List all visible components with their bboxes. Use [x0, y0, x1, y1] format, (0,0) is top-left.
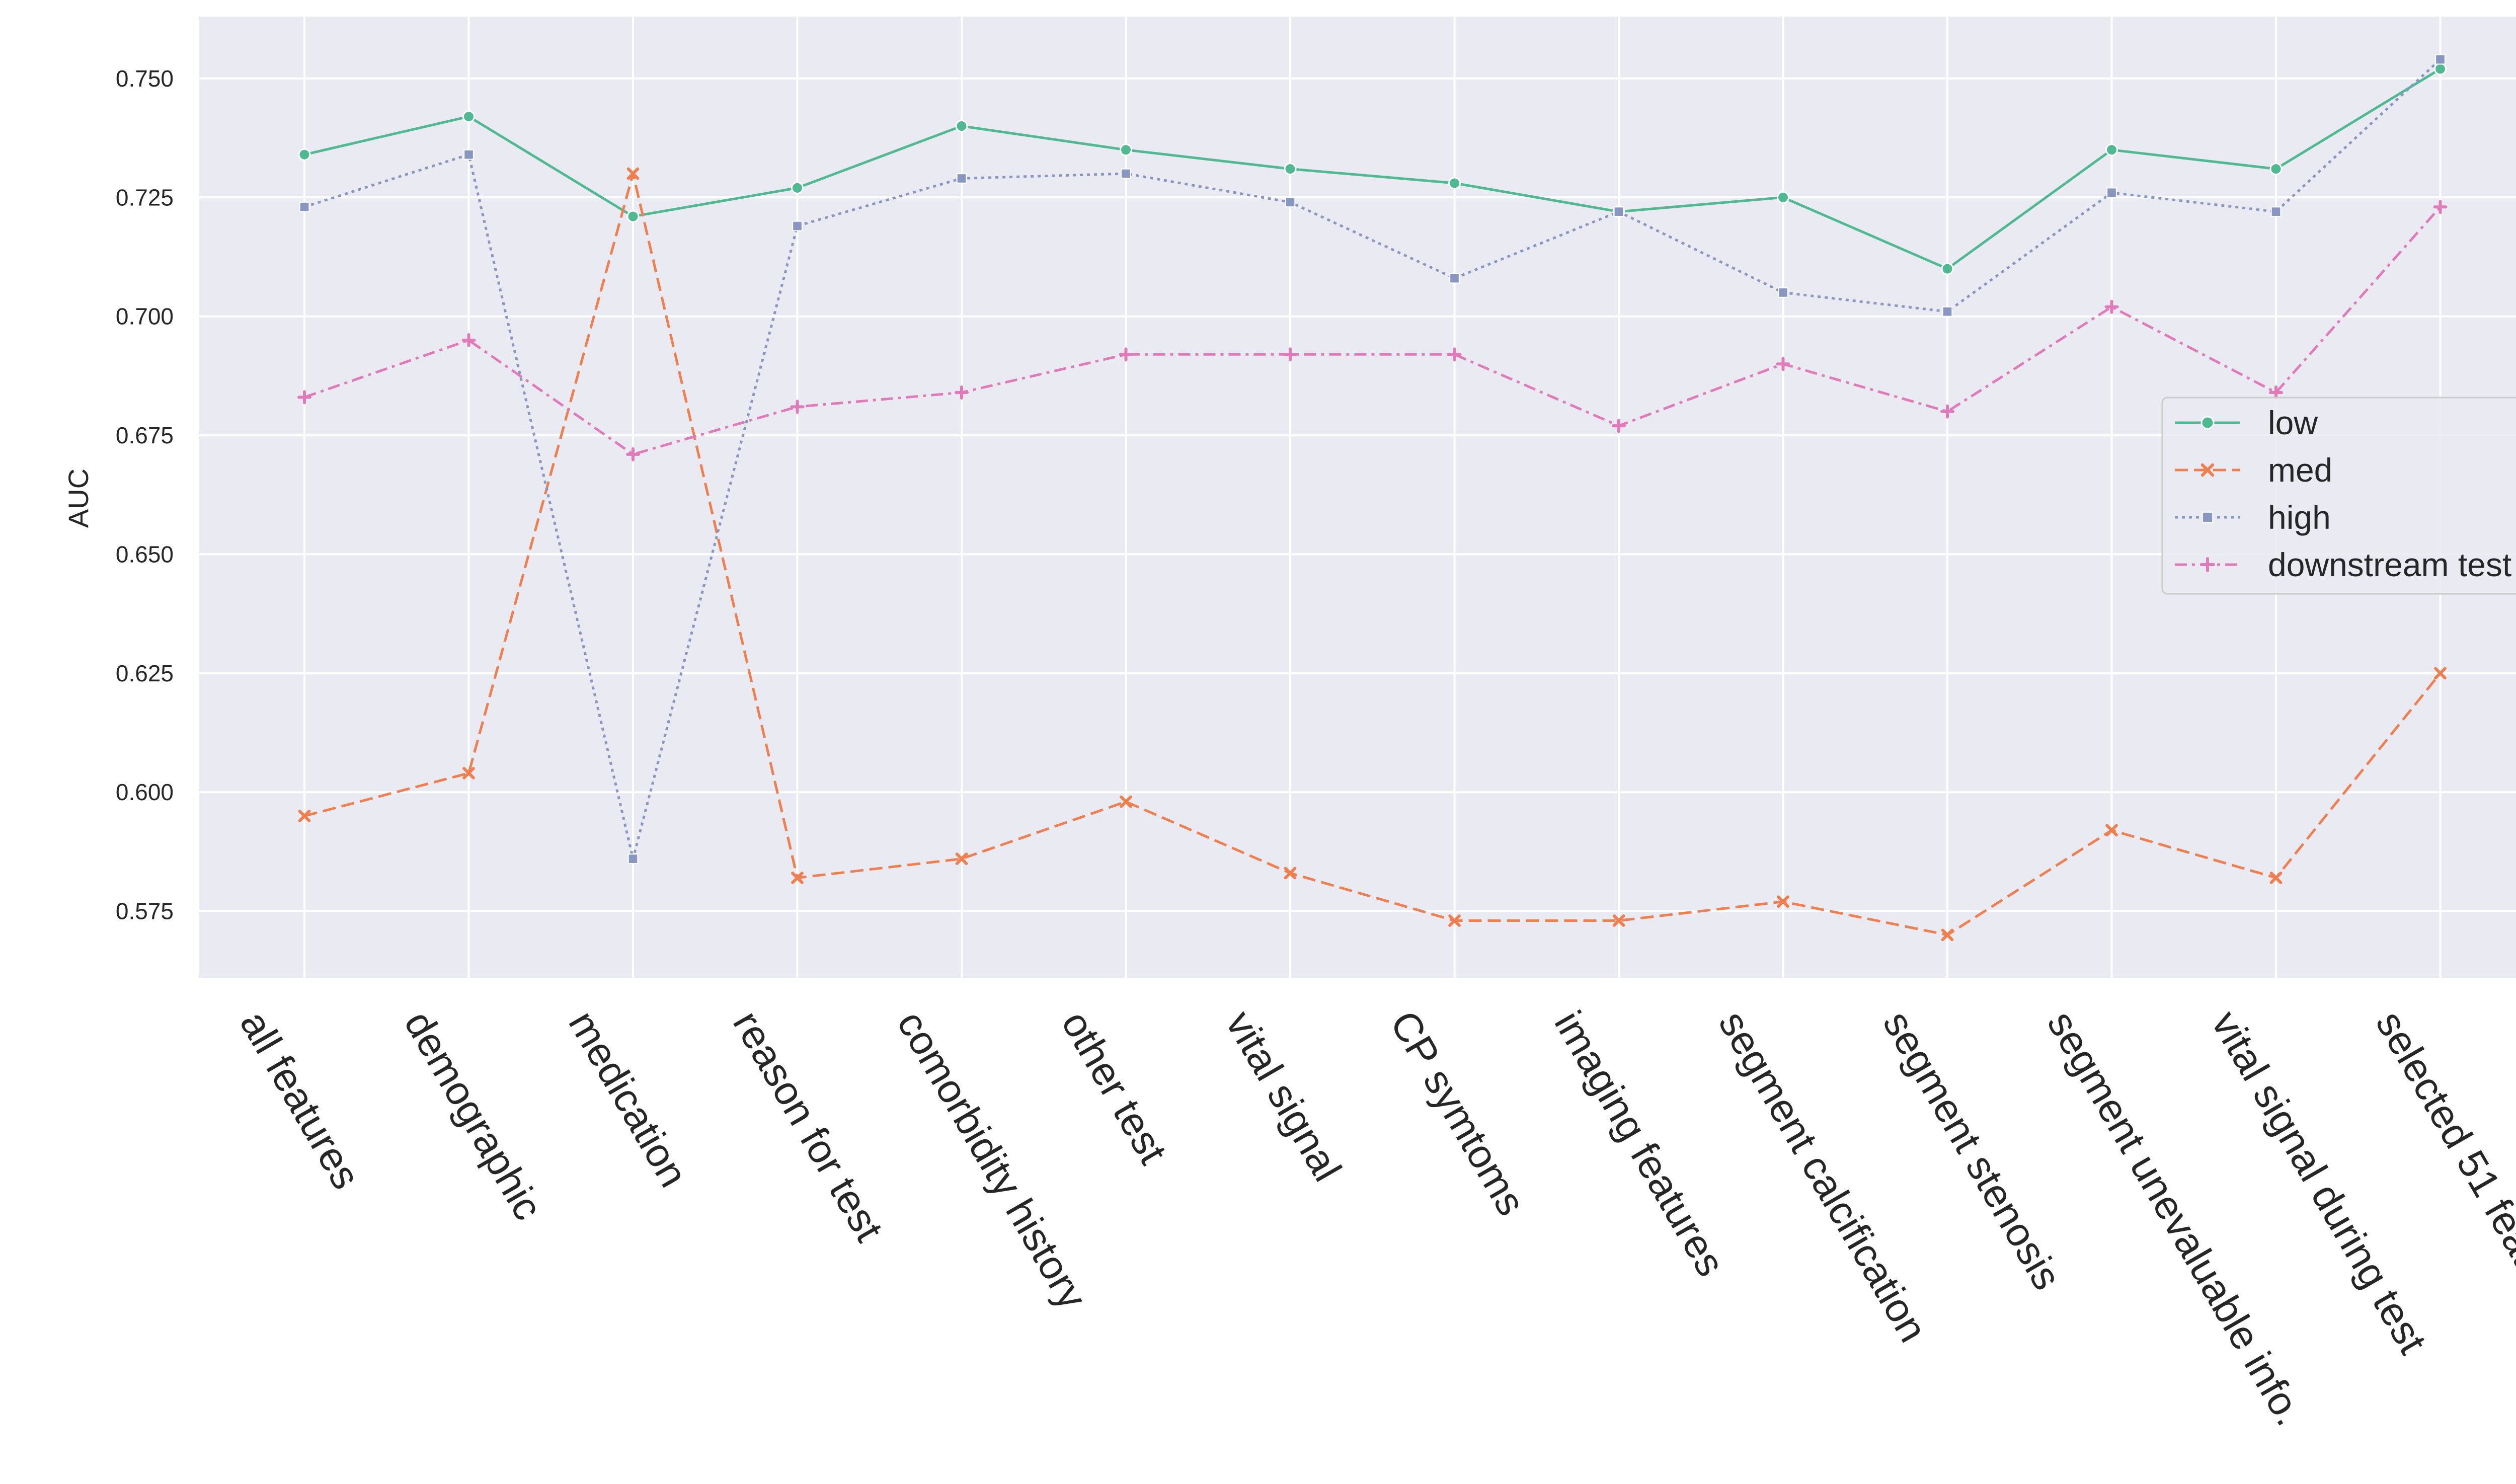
data-point-downstream-test — [1119, 347, 1133, 362]
data-point-med — [298, 810, 311, 822]
data-point-high — [1942, 306, 1953, 317]
x-tick-label: vital signal — [1217, 1003, 1350, 1189]
data-point-downstream-test — [2104, 299, 2119, 314]
data-point-med — [1284, 867, 1297, 880]
data-point-downstream-test — [626, 447, 640, 461]
data-point-low — [462, 110, 475, 123]
data-point-high — [1613, 206, 1624, 217]
legend: low med high downstream test — [2161, 397, 2516, 595]
data-point-high — [2270, 206, 2282, 217]
legend-label: med — [2268, 451, 2332, 489]
y-tick-label: 0.625 — [116, 660, 174, 686]
legend-marker — [2200, 463, 2215, 477]
y-axis-label: AUC — [62, 468, 94, 528]
data-point-downstream-test — [790, 400, 805, 414]
data-point-high — [627, 853, 639, 864]
data-point-high — [1285, 197, 1296, 208]
y-tick-label: 0.700 — [116, 303, 174, 330]
data-point-downstream-test — [1940, 404, 1954, 419]
data-point-low — [626, 210, 640, 223]
y-tick-label: 0.650 — [116, 541, 174, 567]
x-tick-label: all features — [231, 1003, 369, 1196]
data-point-med — [1941, 928, 1954, 942]
plot-background — [199, 17, 2516, 978]
y-tick-label: 0.750 — [116, 65, 174, 92]
x-tick-label: comorbidity history — [889, 1003, 1095, 1316]
data-point-med — [2105, 824, 2118, 837]
data-point-low — [2269, 163, 2283, 176]
data-point-high — [463, 149, 474, 160]
y-tick-label: 0.675 — [116, 422, 174, 448]
legend-label: high — [2268, 499, 2331, 536]
series-lines — [304, 58, 2442, 936]
legend-box — [2161, 397, 2516, 595]
data-point-med — [1777, 895, 1789, 908]
data-point-low — [1120, 143, 1132, 157]
series-line-high — [304, 58, 2442, 861]
data-point-downstream-test — [2433, 200, 2448, 214]
data-point-low — [955, 119, 968, 132]
legend-item: downstream test — [2175, 546, 2511, 583]
y-tick-label: 0.575 — [116, 898, 174, 924]
data-point-med — [1612, 914, 1625, 927]
data-point-low — [298, 148, 311, 161]
x-tick-label: imaging features — [1546, 1003, 1734, 1284]
legend-marker — [2200, 416, 2215, 430]
x-tick-label: reason for test — [725, 1003, 892, 1248]
x-tick-label: CP symtoms — [1382, 1003, 1534, 1223]
x-tick-label: medication — [560, 1003, 696, 1195]
data-point-downstream-test — [1612, 419, 1626, 433]
data-point-high — [792, 220, 803, 231]
x-tick-label: demographic — [396, 1003, 551, 1227]
data-point-high — [1449, 273, 1460, 284]
x-tick-labels: all features demographic medication reason … — [231, 1003, 2516, 1433]
series-markers — [297, 54, 2448, 942]
data-point-downstream-test — [461, 333, 476, 347]
y-tick-labels: 0.575 0.600 0.625 0.650 0.675 0.700 0.725 0.750 — [116, 65, 174, 924]
data-point-low — [2105, 143, 2118, 157]
data-point-downstream-test — [297, 390, 311, 405]
data-point-high — [2106, 187, 2117, 198]
series-line-downstream-test — [304, 206, 2442, 456]
data-point-high — [299, 201, 310, 212]
legend-item: low — [2175, 404, 2318, 441]
data-point-low — [1448, 177, 1461, 190]
data-point-downstream-test — [1447, 347, 1462, 362]
x-tick-label: segment stenosis — [1874, 1003, 2070, 1297]
data-point-med — [955, 852, 968, 865]
series-line-low — [304, 67, 2441, 270]
legend-marker — [2200, 557, 2215, 572]
data-point-downstream-test — [1776, 357, 1790, 371]
legend-marker — [2202, 511, 2214, 523]
legend-item: med — [2175, 451, 2332, 489]
legend-label: low — [2268, 404, 2318, 441]
data-point-low — [791, 181, 804, 194]
data-point-med — [1448, 914, 1461, 927]
data-point-med — [2434, 667, 2447, 680]
data-point-med — [2269, 872, 2283, 884]
x-tick-label: other test — [1053, 1003, 1176, 1171]
data-point-low — [2434, 62, 2447, 75]
data-point-med — [791, 872, 804, 884]
data-point-high — [1121, 168, 1131, 179]
data-point-low — [1941, 262, 1954, 275]
data-point-low — [1777, 191, 1789, 204]
data-point-high — [956, 173, 967, 184]
legend-item: high — [2175, 499, 2331, 536]
data-point-downstream-test — [1283, 347, 1297, 362]
data-point-med — [462, 767, 475, 779]
data-point-downstream-test — [2269, 385, 2283, 400]
y-tick-label: 0.600 — [116, 779, 174, 805]
data-point-low — [1284, 163, 1297, 176]
data-point-med — [1120, 795, 1132, 808]
data-point-downstream-test — [955, 385, 969, 400]
legend-label: downstream test — [2268, 546, 2511, 583]
data-point-high — [2435, 54, 2446, 65]
y-tick-label: 0.725 — [116, 184, 174, 210]
data-point-med — [626, 167, 640, 180]
data-point-high — [1778, 287, 1788, 298]
